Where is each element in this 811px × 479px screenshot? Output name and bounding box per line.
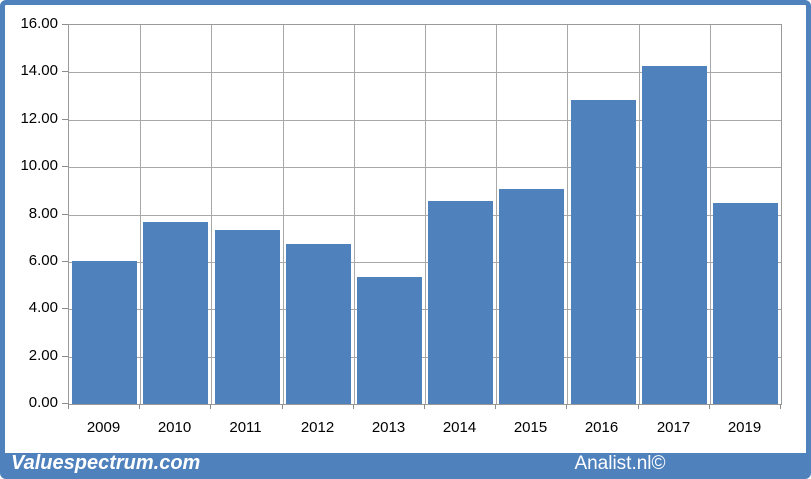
y-axis-tick	[62, 308, 68, 309]
bar-2010	[143, 222, 208, 404]
footer-bar: Valuespectrum.com Analist.nl©	[5, 453, 806, 474]
y-axis-tick	[62, 119, 68, 120]
x-axis-tick	[282, 404, 283, 409]
y-axis-tick-label: 6.00	[28, 252, 58, 269]
x-axis-tick	[353, 404, 354, 409]
y-axis-tick	[62, 214, 68, 215]
y-axis-tick-label: 10.00	[20, 157, 58, 174]
x-axis-tick	[780, 404, 781, 409]
vertical-gridline	[639, 25, 640, 404]
x-axis-tick	[495, 404, 496, 409]
plot-area	[68, 24, 782, 405]
y-axis-tick-label: 12.00	[20, 110, 58, 127]
vertical-gridline	[211, 25, 212, 404]
x-axis-tick	[709, 404, 710, 409]
vertical-gridline	[283, 25, 284, 404]
bar-2014	[428, 201, 493, 404]
x-axis-tick-label: 2014	[442, 419, 477, 436]
x-axis-tick	[424, 404, 425, 409]
x-axis-tick-label: 2016	[584, 419, 619, 436]
x-axis-tick	[68, 404, 69, 409]
bar-2013	[357, 277, 422, 404]
y-axis-tick	[62, 403, 68, 404]
vertical-gridline	[140, 25, 141, 404]
x-axis-tick-label: 2019	[727, 419, 762, 436]
y-axis-tick	[62, 261, 68, 262]
vertical-gridline	[567, 25, 568, 404]
x-axis-tick-label: 2013	[371, 419, 406, 436]
bar-2019	[713, 203, 778, 404]
y-axis-tick-label: 14.00	[20, 62, 58, 79]
x-axis-tick-label: 2017	[656, 419, 691, 436]
y-axis-tick-label: 2.00	[28, 347, 58, 364]
y-axis-tick	[62, 356, 68, 357]
x-axis-tick-label: 2010	[157, 419, 192, 436]
y-axis-tick	[62, 24, 68, 25]
vertical-gridline	[354, 25, 355, 404]
vertical-gridline	[710, 25, 711, 404]
bar-2009	[72, 261, 137, 404]
y-axis-tick-label: 4.00	[28, 299, 58, 316]
x-axis-tick-label: 2012	[300, 419, 335, 436]
x-axis-tick	[210, 404, 211, 409]
bar-2016	[571, 100, 636, 404]
vertical-gridline	[496, 25, 497, 404]
x-axis-tick-label: 2015	[513, 419, 548, 436]
analist-credit-text: Analist.nl©	[574, 453, 666, 474]
y-axis-tick-label: 8.00	[28, 205, 58, 222]
bar-2012	[286, 244, 351, 404]
valuespectrum-logo-text: Valuespectrum.com	[11, 452, 201, 474]
y-axis-tick	[62, 166, 68, 167]
bar-2015	[499, 189, 564, 404]
y-axis-tick-label: 16.00	[20, 15, 58, 32]
vertical-gridline	[425, 25, 426, 404]
x-axis-tick	[638, 404, 639, 409]
x-axis-tick	[139, 404, 140, 409]
x-axis-tick	[566, 404, 567, 409]
bar-2017	[642, 66, 707, 404]
y-axis-tick-label: 0.00	[28, 394, 58, 411]
y-axis-tick	[62, 71, 68, 72]
x-axis-tick-label: 2009	[86, 419, 121, 436]
bar-2011	[215, 230, 280, 404]
x-axis-tick-label: 2011	[229, 419, 262, 436]
